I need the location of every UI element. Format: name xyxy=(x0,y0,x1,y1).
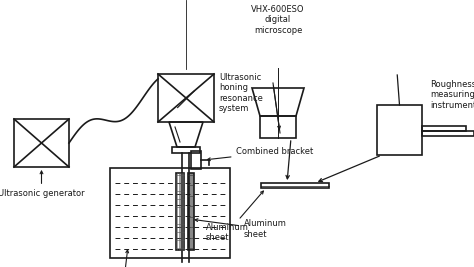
Bar xyxy=(176,173,184,250)
Bar xyxy=(422,131,474,136)
Bar xyxy=(110,168,230,258)
Text: Roughness
measuring
instrument: Roughness measuring instrument xyxy=(430,80,474,110)
Bar xyxy=(260,116,296,138)
Bar xyxy=(158,74,214,122)
Text: Sink: Sink xyxy=(115,250,133,267)
Bar xyxy=(422,126,466,131)
Text: VHX-600ESO
digital
microscope: VHX-600ESO digital microscope xyxy=(251,5,305,35)
Text: Aluminum
sheet: Aluminum sheet xyxy=(206,191,264,242)
Bar xyxy=(188,173,194,250)
Text: Aluminum
sheet: Aluminum sheet xyxy=(195,219,287,239)
Bar xyxy=(377,105,422,155)
Bar xyxy=(191,151,201,169)
Bar xyxy=(261,183,329,188)
Text: Ultrasonic
honing
resonance
system: Ultrasonic honing resonance system xyxy=(219,73,263,113)
Bar xyxy=(14,119,69,167)
Bar xyxy=(172,147,200,153)
Text: Ultrasonic generator: Ultrasonic generator xyxy=(0,171,85,198)
Text: Combined bracket: Combined bracket xyxy=(208,147,314,161)
